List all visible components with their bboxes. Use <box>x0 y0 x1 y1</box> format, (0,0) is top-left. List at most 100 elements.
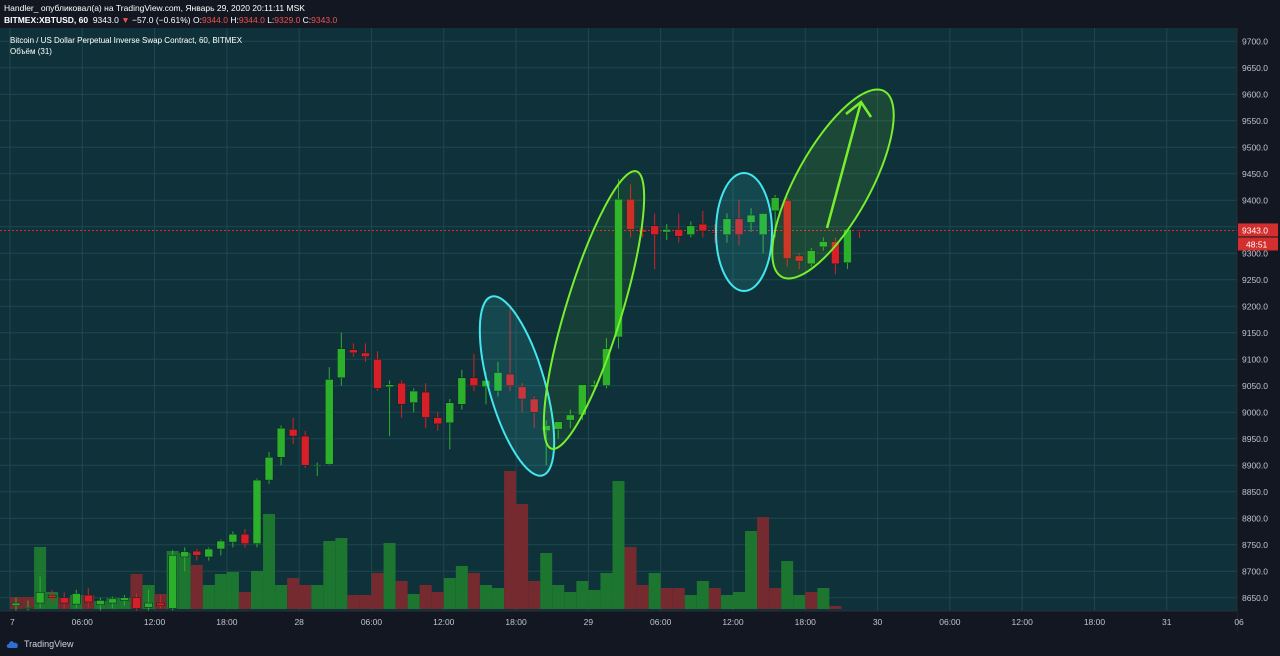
price-tick-label: 8700.0 <box>1242 566 1268 576</box>
volume-bar <box>552 585 565 609</box>
candle-body <box>35 592 45 604</box>
volume-bar <box>467 573 480 609</box>
time-tick-label: 18:00 <box>216 617 238 627</box>
time-axis[interactable]: 7 06:00 12:00 18:00 28 06:00 12:00 18:00 29 06:00… <box>10 617 1244 627</box>
cyan-ellipse-right[interactable] <box>715 172 773 292</box>
volume-bar <box>612 481 625 609</box>
candle-body <box>132 597 141 609</box>
candle-body <box>72 593 81 605</box>
candle-body <box>252 479 262 544</box>
volume-bar <box>757 517 770 609</box>
volume-bar <box>299 585 312 609</box>
volume-bar <box>419 585 432 609</box>
candle-body <box>433 417 442 425</box>
volume-bar <box>745 531 758 609</box>
volume-bar <box>720 595 733 609</box>
volume-bar <box>311 585 324 609</box>
candle-body <box>614 198 623 338</box>
time-tick-label: 18:00 <box>505 617 527 627</box>
high-value: 9344.0 <box>238 15 265 25</box>
tradingview-logo[interactable]: TradingView <box>6 639 74 649</box>
time-axis-bg[interactable] <box>0 611 1237 632</box>
candle-body <box>240 533 250 544</box>
candle-body <box>770 197 780 212</box>
price-tick-label: 8750.0 <box>1242 540 1268 550</box>
volume-bar <box>624 547 637 609</box>
candle-body <box>168 555 177 609</box>
time-tick-label: 12:00 <box>1012 617 1034 627</box>
plot-background <box>0 28 1280 632</box>
chart-title: Bitcoin / US Dollar Perpetual Inverse Sw… <box>10 36 243 45</box>
low-value: 9329.0 <box>274 15 301 25</box>
volume-bar <box>733 592 745 609</box>
candle-body <box>385 384 394 388</box>
volume-bar <box>395 581 408 609</box>
price-tick-label: 9700.0 <box>1242 36 1268 46</box>
candle-body <box>517 386 527 400</box>
candle-body <box>23 607 33 609</box>
symbol-quote-line: BITMEX:XBTUSD, 60 9343.0 ▼ −57.0 (−0.61%… <box>4 14 337 26</box>
cloud-icon <box>6 640 18 648</box>
forecast-arrow-line[interactable] <box>825 101 863 229</box>
price-tick-label: 9550.0 <box>1242 116 1268 126</box>
brand-label: TradingView <box>24 639 74 649</box>
green-ellipse-right[interactable] <box>749 73 917 294</box>
candle-body <box>300 435 310 466</box>
candle-body <box>855 229 864 232</box>
price-chart[interactable]: Bitcoin / US Dollar Perpetual Inverse Sw… <box>0 28 1280 632</box>
open-label: O: <box>192 15 202 25</box>
volume-bar <box>178 553 191 609</box>
volume-bar <box>238 592 251 609</box>
volume-bar <box>335 538 348 609</box>
countdown-value: 48:51 <box>1246 239 1268 249</box>
candle-body <box>96 600 105 605</box>
volume-bar <box>202 585 215 609</box>
volume-bar <box>769 588 782 609</box>
publisher-line: Handler_ опубликовал(а) на TradingView.c… <box>4 3 305 13</box>
green-ellipse-middle[interactable] <box>525 163 663 457</box>
time-tick-label: 18:00 <box>795 617 817 627</box>
volume-bar <box>648 573 661 609</box>
volume-bar <box>226 572 239 609</box>
candle-body <box>409 390 418 403</box>
last-price: 9343.0 <box>92 15 119 25</box>
price-tick-label: 9500.0 <box>1242 142 1268 152</box>
candle-body <box>505 373 515 386</box>
candle-body <box>204 548 214 558</box>
price-tick-label: 9150.0 <box>1242 328 1268 338</box>
time-tick-label: 31 <box>1162 617 1172 627</box>
volume-bar <box>660 588 673 609</box>
time-tick-label: 06:00 <box>650 617 672 627</box>
countdown-badge <box>1238 237 1278 251</box>
time-tick-label: 06:00 <box>72 617 94 627</box>
close-label: C: <box>302 15 312 25</box>
price-axis-bg[interactable] <box>1237 28 1280 632</box>
candle-body <box>626 198 635 230</box>
price-tick-label: 8800.0 <box>1242 513 1268 523</box>
time-tick-label: 18:00 <box>1084 617 1106 627</box>
candle-body <box>457 377 467 405</box>
price-tick-label: 9450.0 <box>1242 169 1268 179</box>
candle-body <box>192 550 201 556</box>
candle-body <box>337 348 346 379</box>
volume-bar <box>443 578 456 609</box>
volume-bar <box>516 504 529 609</box>
candle-body <box>84 594 93 603</box>
chart-header: Handler_ опубликовал(а) на TradingView.c… <box>0 0 1280 28</box>
volume-bar <box>817 588 830 609</box>
volume-bar <box>383 543 396 609</box>
footer: TradingView <box>0 632 1280 656</box>
volume-bar <box>672 588 685 609</box>
candle-body <box>758 213 768 235</box>
candle-body <box>529 398 539 413</box>
cyan-ellipse-left[interactable] <box>464 289 569 483</box>
time-tick-label: 30 <box>873 617 883 627</box>
price-tick-label: 9050.0 <box>1242 381 1268 391</box>
price-tick-label: 9300.0 <box>1242 248 1268 258</box>
candle-body <box>541 425 551 432</box>
candle-body <box>590 384 599 388</box>
candle-body <box>674 229 683 237</box>
drawings[interactable] <box>464 73 916 483</box>
open-value: 9344.0 <box>201 15 228 25</box>
candle-body <box>445 402 455 424</box>
